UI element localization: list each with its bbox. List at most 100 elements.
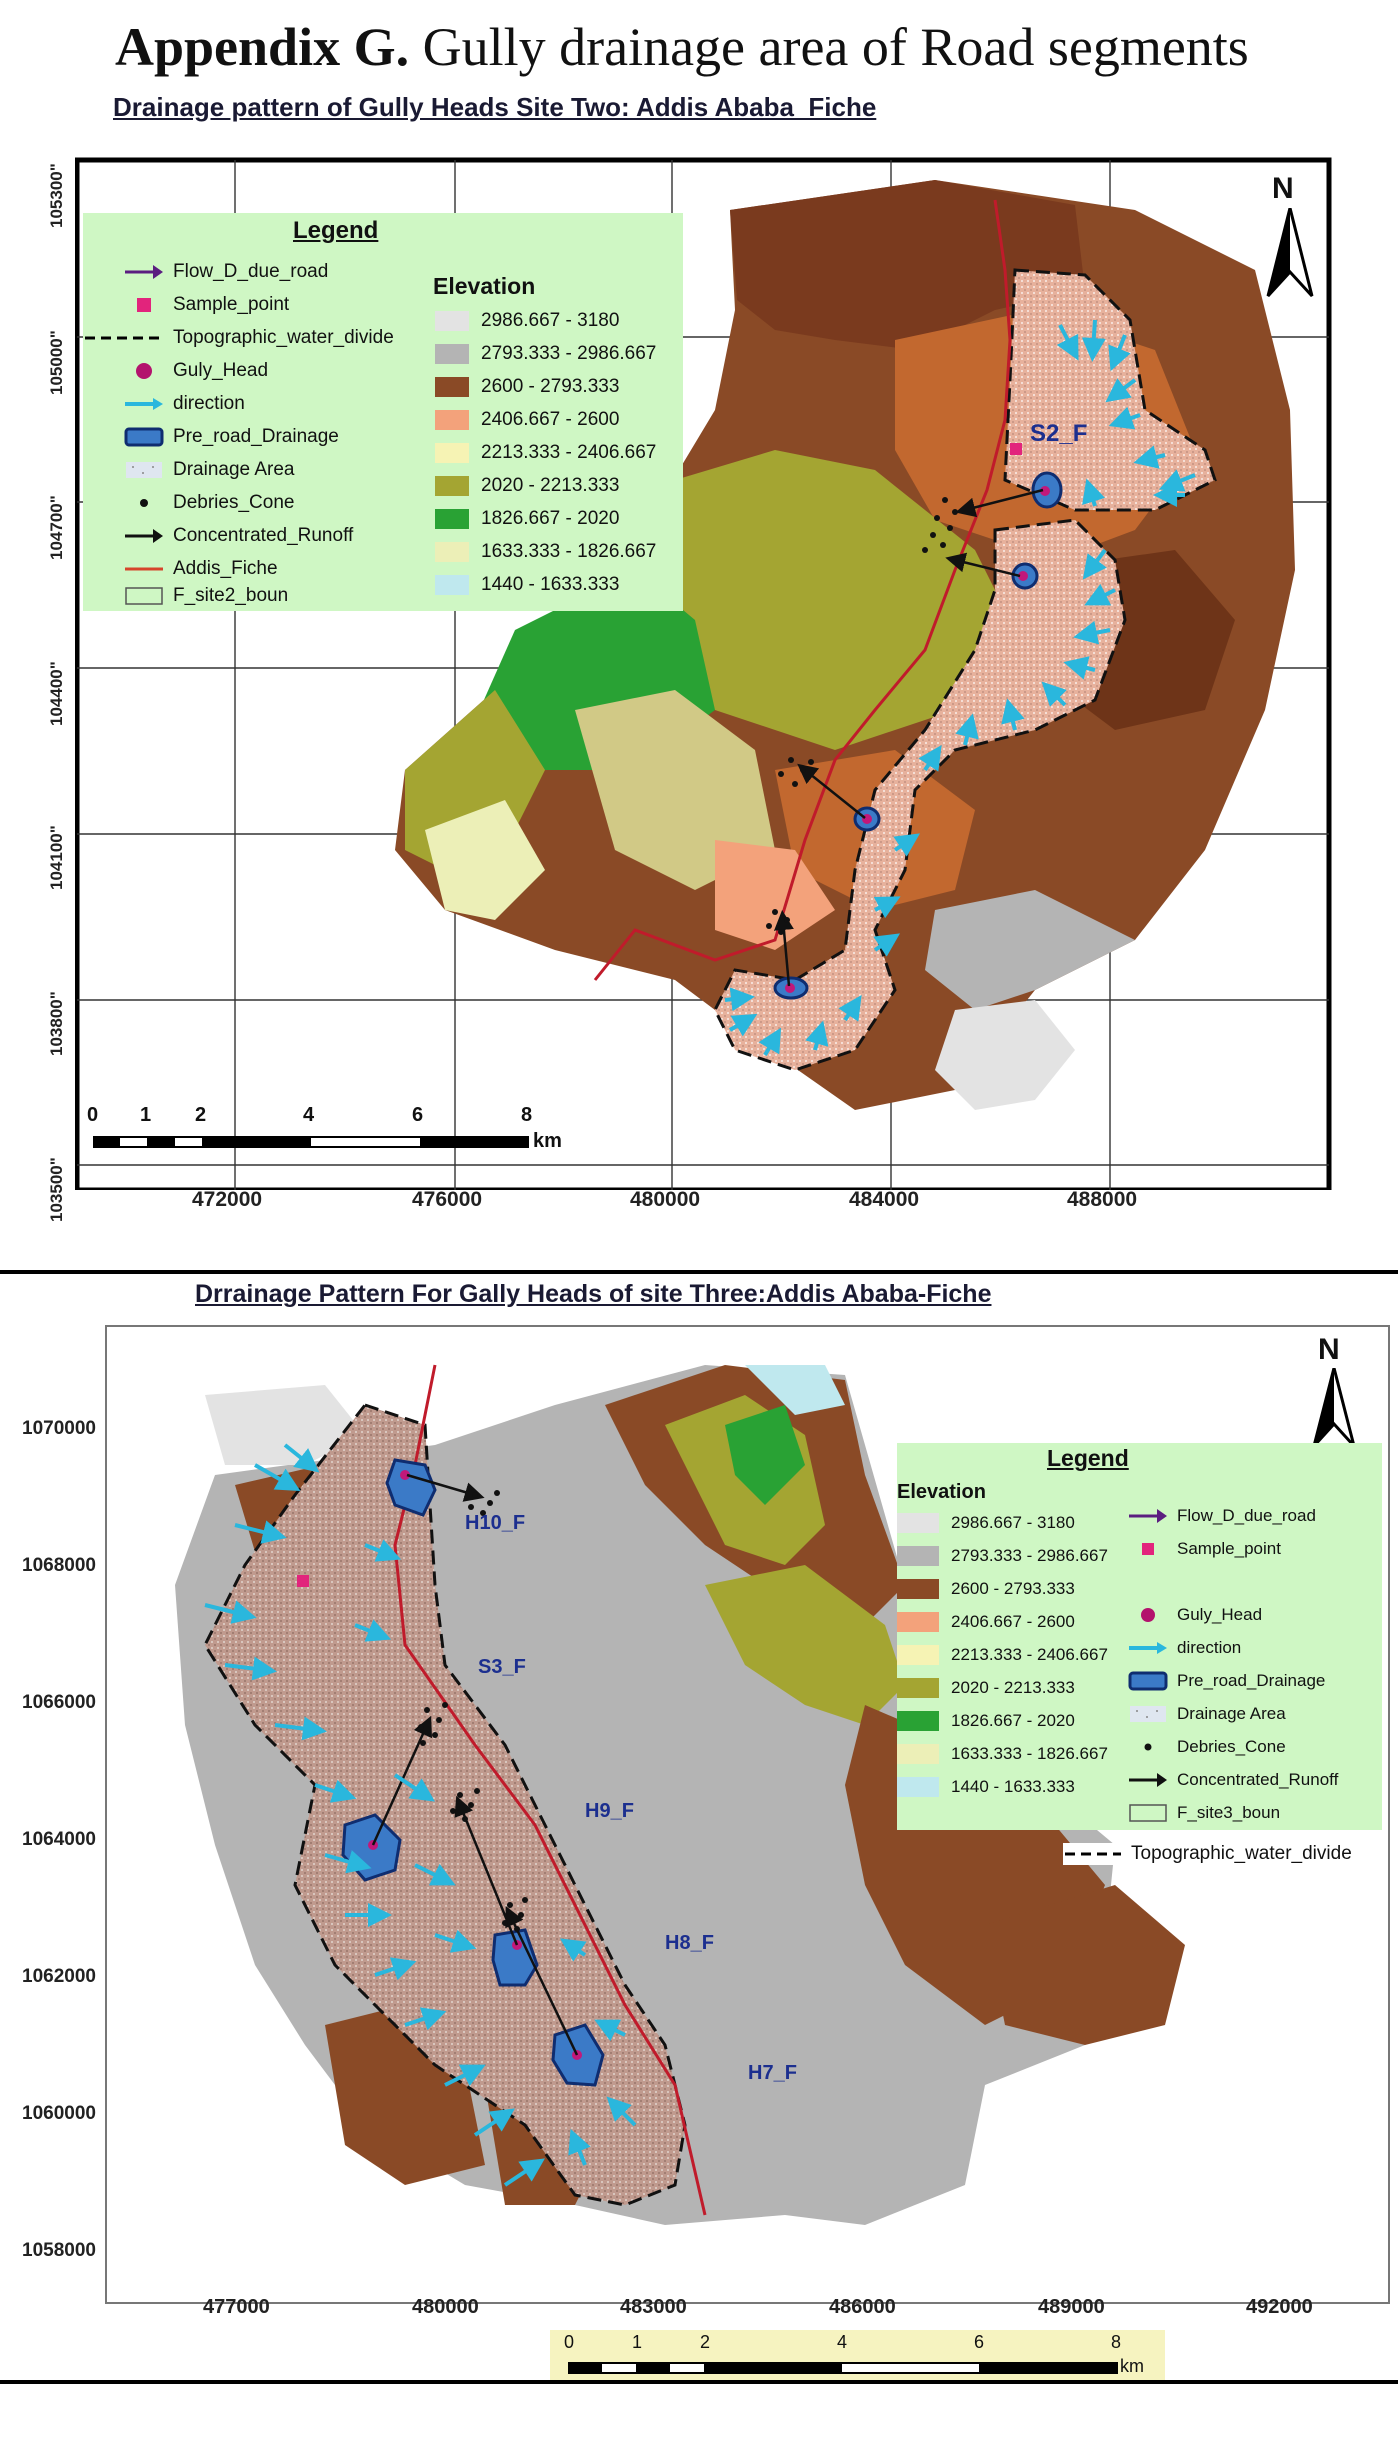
- map1-legend-item: Addis_Fiche: [123, 558, 278, 580]
- scale-tick-label: 6: [412, 1104, 424, 1126]
- blue-polygon-icon: [123, 426, 165, 448]
- map2-xtick: 486000: [829, 2296, 896, 2318]
- elevation-swatch: [435, 575, 469, 595]
- map2-debris-cones: [418, 1490, 528, 1932]
- map2-xtick: 477000: [203, 2296, 270, 2318]
- cyan-arrow-icon: [1127, 1637, 1169, 1659]
- map2-legend-item: Flow_D_due_road: [1127, 1505, 1316, 1527]
- cyan-arrow-icon: [123, 393, 165, 415]
- north-arrow-icon: [1312, 1368, 1356, 1448]
- purple-arrow-icon: [1127, 1505, 1169, 1527]
- map1-xtick: 476000: [412, 1188, 483, 1211]
- map1-elevation-class: 1440 - 1633.333: [435, 574, 619, 596]
- map1-scale-bar: 0 1 2 4 6 8 km: [85, 1098, 565, 1158]
- map2-legend-item: Debries_Cone: [1127, 1736, 1286, 1758]
- map1-xtick: 472000: [192, 1188, 263, 1211]
- scale-unit-label: km: [1120, 2356, 1144, 2376]
- scale-tick-label: 1: [140, 1104, 152, 1126]
- scale-tick-label: 0: [87, 1104, 99, 1126]
- blue-polygon-icon: [1127, 1670, 1169, 1692]
- purple-arrow-icon: [123, 261, 165, 283]
- map2-legend-item: Pre_road_Drainage: [1127, 1670, 1325, 1692]
- map2-ytick: 1070000: [22, 1418, 96, 1439]
- map2-elevation-class: 1440 - 1633.333: [897, 1777, 1075, 1797]
- map2-elevation-class: 1826.667 - 2020: [897, 1711, 1075, 1731]
- page-title: Appendix G. Gully drainage area of Road …: [115, 17, 1249, 77]
- elevation-swatch: [897, 1711, 939, 1731]
- scale-tick-label: 8: [521, 1104, 533, 1126]
- magenta-circle-icon: [123, 360, 165, 382]
- elevation-swatch: [897, 1579, 939, 1599]
- map2-elevation-class: 1633.333 - 1826.667: [897, 1744, 1108, 1764]
- map1-legend-item: Concentrated_Runoff: [123, 525, 353, 547]
- scale-tick-label: 4: [837, 2332, 848, 2352]
- map1-elevation-class: 1633.333 - 1826.667: [435, 541, 656, 563]
- figure-separator: [0, 1270, 1398, 1274]
- empty-box-icon: [123, 585, 165, 607]
- map1-legend-item: Debries_Cone: [123, 492, 294, 514]
- red-line-icon: [123, 558, 165, 580]
- map1-legend-item: direction: [123, 393, 245, 415]
- north-arrow-icon: [1266, 208, 1314, 298]
- map2-drainage-area: [203, 1403, 687, 2207]
- map2-ytick: 1062000: [22, 1966, 96, 1987]
- map2-legend-item: F_site3_boun: [1127, 1802, 1280, 1824]
- map2-legend-item: Drainage Area: [1127, 1703, 1286, 1725]
- scale-tick-label: 1: [632, 2332, 643, 2352]
- pink-square-icon: [123, 294, 165, 316]
- map1-xtick: 480000: [630, 1188, 701, 1211]
- map1-title: Drainage pattern of Gully Heads Site Two…: [113, 92, 877, 122]
- elevation-swatch: [897, 1678, 939, 1698]
- map2-gully-label: S3_F: [478, 1656, 526, 1678]
- map1-runoff-lines: [773, 488, 1044, 987]
- map2-legend-item: Sample_point: [1127, 1538, 1281, 1560]
- map1-xtick: 488000: [1067, 1188, 1138, 1211]
- elevation-swatch: [897, 1612, 939, 1632]
- map2-xtick: 492000: [1246, 2296, 1313, 2318]
- black-arrow-icon: [123, 525, 165, 547]
- dashed-line-icon: [1063, 1843, 1123, 1865]
- map2-legend-item: Topographic_water_divide: [1063, 1843, 1352, 1865]
- map2-title: Drrainage Pattern For Gally Heads of sit…: [195, 1280, 992, 1308]
- map2-elevation-class: 2793.333 - 2986.667: [897, 1546, 1108, 1566]
- map1-ytick: 105300": [47, 163, 66, 228]
- map2-gully-label: H7_F: [748, 2062, 797, 2084]
- map1-elevation-class: 2020 - 2213.333: [435, 475, 619, 497]
- dashed-line-icon: [83, 327, 165, 349]
- elevation-swatch: [897, 1744, 939, 1764]
- map1-elevation-class: 2406.667 - 2600: [435, 409, 619, 431]
- map1-legend-item: Sample_point: [123, 294, 289, 316]
- black-dot-icon: [123, 492, 165, 514]
- map1-legend-item: Flow_D_due_road: [123, 261, 328, 283]
- elevation-swatch: [435, 542, 469, 562]
- empty-box-icon: [1127, 1802, 1169, 1824]
- elevation-swatch: [897, 1645, 939, 1665]
- elevation-swatch: [435, 509, 469, 529]
- map1-ytick: 103500": [47, 1157, 66, 1222]
- map1-legend-item: F_site2_boun: [123, 585, 288, 607]
- map2-ytick: 1066000: [22, 1692, 96, 1713]
- figure-bottom-rule: [0, 2380, 1398, 2384]
- map2-elevation-class: 2406.667 - 2600: [897, 1612, 1075, 1632]
- elevation-swatch: [435, 476, 469, 496]
- map1-elevation-class: 1826.667 - 2020: [435, 508, 619, 530]
- map1-elevation-class: 2600 - 2793.333: [435, 376, 619, 398]
- map2-elevation-class: 2213.333 - 2406.667: [897, 1645, 1108, 1665]
- map1-north-label: N: [1272, 172, 1294, 205]
- map1-legend-item: Guly_Head: [123, 360, 268, 382]
- elevation-swatch: [897, 1777, 939, 1797]
- map2-direction-arrows: [204, 1443, 637, 2187]
- map1-ytick: 105000": [47, 330, 66, 395]
- black-dot-icon: [1127, 1736, 1169, 1758]
- scale-unit-label: km: [533, 1130, 562, 1152]
- pink-square-icon: [1127, 1538, 1169, 1560]
- map1-legend: Legend Flow_D_due_road Sample_point Topo…: [83, 213, 683, 611]
- map2-gully-label: H10_F: [465, 1512, 526, 1534]
- map2-legend-title: Legend: [1047, 1445, 1129, 1471]
- elevation-swatch: [435, 344, 469, 364]
- elevation-swatch: [435, 443, 469, 463]
- map2-elevation-title: Elevation: [897, 1481, 986, 1503]
- map1-xtick: 484000: [849, 1188, 920, 1211]
- map2-gully-label: H9_F: [585, 1800, 634, 1822]
- scale-tick-label: 4: [303, 1104, 315, 1126]
